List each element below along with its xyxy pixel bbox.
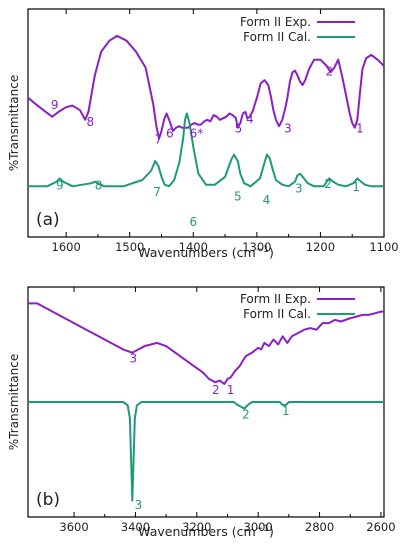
peak-label: 1: [352, 180, 360, 194]
peak-label: 2: [326, 65, 334, 79]
series-line-form-ii-exp: [28, 302, 384, 385]
y-axis-label: %Transmittance: [7, 354, 21, 451]
peak-label: 5: [235, 122, 243, 136]
x-tick-label: 1400: [179, 240, 208, 254]
peak-label: 9: [51, 98, 59, 112]
x-axis-label: Wavenumbers (cm−1): [138, 245, 274, 260]
peak-label: 1: [282, 404, 290, 418]
x-tick-label: 2800: [305, 520, 334, 534]
panel-label: (b): [36, 490, 60, 510]
panel-label: (a): [36, 210, 60, 230]
peak-label: 6: [166, 126, 174, 140]
peak-label: 8: [95, 179, 103, 193]
chart-panel-b: 3600 3400 3200 3000 2800 2600 Wavenumbers (cm−…: [7, 286, 396, 539]
peak-label: 6*: [190, 126, 204, 140]
x-tick-label: 1100: [369, 240, 398, 254]
series-line-form-ii-cal: [28, 112, 384, 188]
legend-label: Form II Exp.: [240, 292, 311, 306]
x-tick-label: 1500: [115, 240, 144, 254]
peak-label: 4: [263, 193, 271, 207]
x-tick-label: 3200: [182, 520, 211, 534]
x-tick-label: 3600: [59, 520, 88, 534]
peak-label: 2: [212, 383, 220, 397]
chart-panel-a: 1600 1500 1400 1300 1200 1100 Wavenumbers (cm−…: [7, 8, 399, 260]
peak-label: 4: [246, 112, 254, 126]
peak-label: 2: [242, 407, 250, 421]
peak-label: 2: [324, 177, 332, 191]
legend-label: Form II Cal.: [243, 30, 311, 44]
x-tick-label: 2600: [366, 520, 395, 534]
x-tick-label: 3400: [121, 520, 150, 534]
peak-label: 6: [189, 215, 197, 229]
peak-label: 1: [356, 122, 364, 136]
x-tick-label: 1300: [242, 240, 271, 254]
peak-label: 1: [227, 383, 235, 397]
series-line-form-ii-exp: [27, 34, 385, 140]
peak-label: 3: [284, 122, 292, 136]
peak-label: 3: [135, 498, 143, 512]
plot-frame: [27, 8, 385, 238]
x-axis-label: Wavenumbers (cm−1): [138, 524, 274, 539]
x-tick-label: 1200: [306, 240, 335, 254]
peak-label: 5: [234, 190, 242, 204]
x-tick-label: 1600: [52, 240, 81, 254]
peak-label: 3: [295, 182, 303, 196]
peak-label: 9: [56, 179, 64, 193]
legend-label: Form II Cal.: [243, 307, 311, 321]
peak-label: 8: [86, 115, 94, 129]
x-tick-label: 3000: [244, 520, 273, 534]
peak-label: 3: [129, 352, 137, 366]
peak-label: 7: [153, 185, 161, 199]
legend-label: Form II Exp.: [240, 15, 311, 29]
series-line-form-ii-cal: [28, 401, 384, 502]
y-axis-label: %Transmittance: [7, 75, 21, 172]
peak-label: 7: [155, 133, 163, 147]
